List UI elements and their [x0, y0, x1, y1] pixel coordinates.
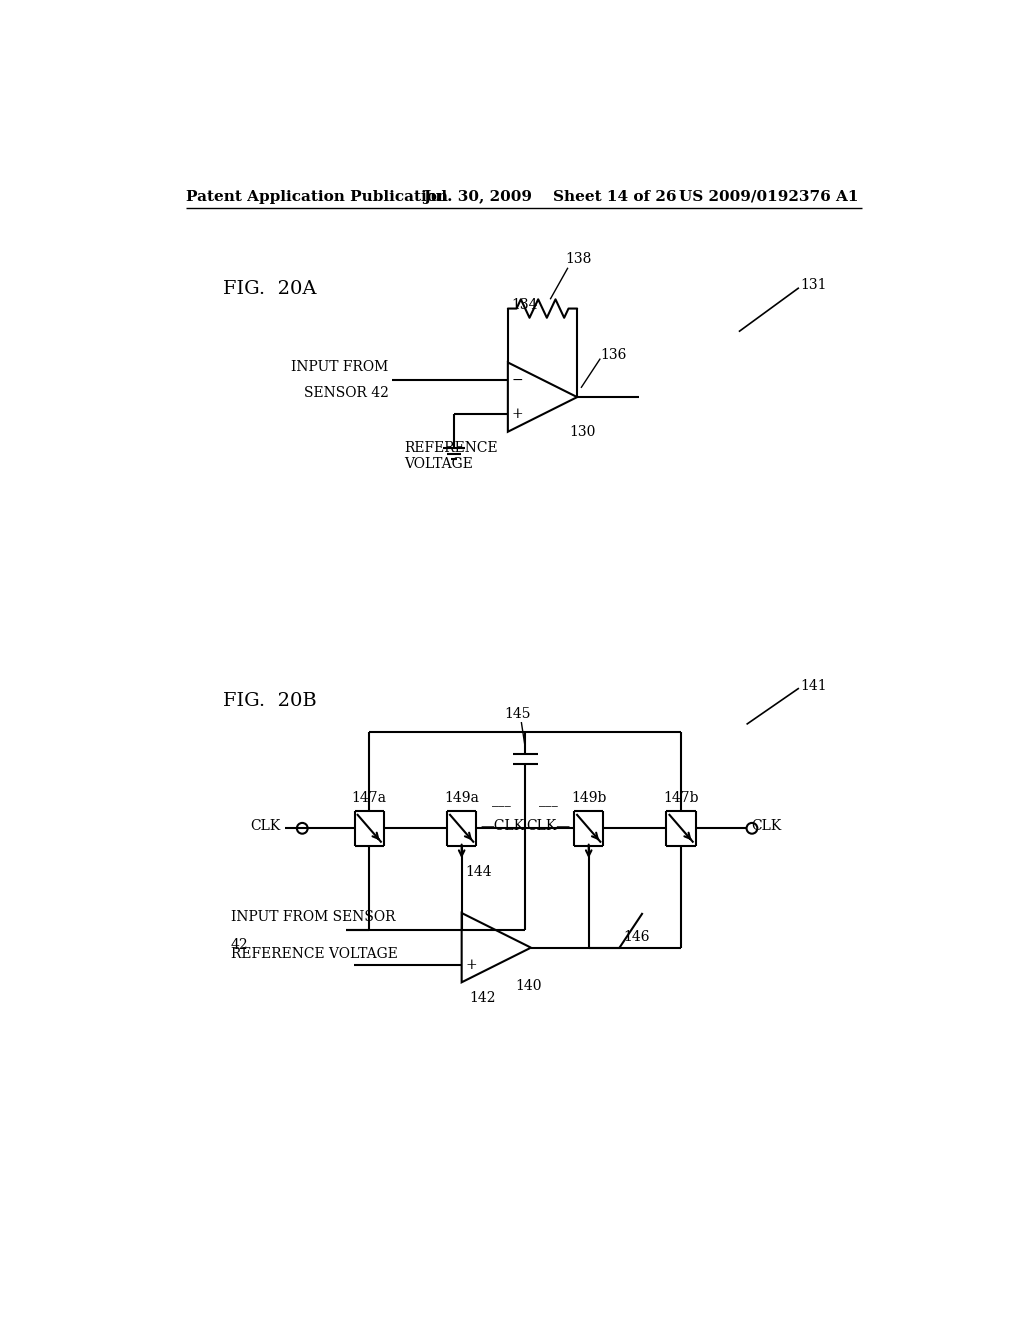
Text: 142: 142: [469, 991, 496, 1005]
Text: ‾‾‾: ‾‾‾: [540, 807, 558, 820]
Text: INPUT FROM: INPUT FROM: [291, 359, 388, 374]
Text: US 2009/0192376 A1: US 2009/0192376 A1: [679, 190, 858, 203]
Text: 149a: 149a: [444, 791, 479, 805]
Text: 144: 144: [466, 865, 493, 879]
Text: 141: 141: [801, 678, 827, 693]
Text: FIG.  20A: FIG. 20A: [223, 280, 316, 298]
Text: REFERENCE VOLTAGE: REFERENCE VOLTAGE: [230, 948, 397, 961]
Text: 140: 140: [515, 979, 542, 993]
Text: Patent Application Publication: Patent Application Publication: [186, 190, 449, 203]
Text: +: +: [465, 958, 477, 972]
Text: −: −: [511, 372, 523, 387]
Text: ‾‾‾: ‾‾‾: [492, 807, 510, 820]
Text: 138: 138: [565, 252, 592, 267]
Text: FIG.  20B: FIG. 20B: [223, 692, 316, 710]
Text: 147a: 147a: [352, 791, 387, 805]
Text: CLK—: CLK—: [526, 818, 570, 833]
Text: —CLK: —CLK: [480, 818, 524, 833]
Text: 136: 136: [600, 347, 627, 362]
Text: Sheet 14 of 26: Sheet 14 of 26: [553, 190, 676, 203]
Text: SENSOR 42: SENSOR 42: [304, 385, 388, 400]
Text: 145: 145: [504, 706, 530, 721]
Text: 147b: 147b: [664, 791, 698, 805]
Text: REFERENCE: REFERENCE: [403, 441, 498, 455]
Text: INPUT FROM SENSOR: INPUT FROM SENSOR: [230, 911, 395, 924]
Text: 131: 131: [801, 279, 827, 293]
Text: CLK: CLK: [251, 818, 281, 833]
Text: 146: 146: [624, 929, 650, 944]
Text: +: +: [511, 408, 523, 421]
Text: 130: 130: [569, 425, 596, 438]
Text: VOLTAGE: VOLTAGE: [403, 457, 473, 471]
Text: 149b: 149b: [571, 791, 606, 805]
Text: Jul. 30, 2009: Jul. 30, 2009: [423, 190, 532, 203]
Text: 134: 134: [512, 298, 539, 313]
Text: 42: 42: [230, 939, 248, 952]
Text: CLK: CLK: [752, 818, 781, 833]
Text: −: −: [465, 923, 477, 937]
